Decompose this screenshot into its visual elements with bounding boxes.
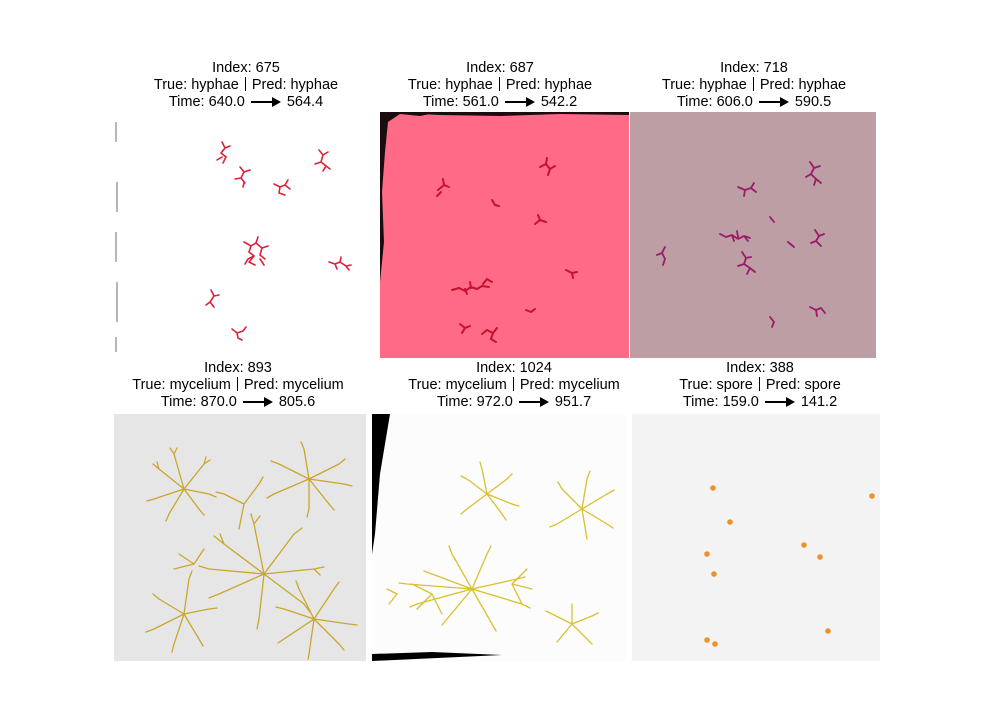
hyphae-micrograph [380, 112, 629, 358]
separator [498, 77, 500, 91]
spore [801, 542, 807, 548]
true-label: True: mycelium [408, 377, 507, 393]
colony-cluster [205, 141, 352, 341]
spore-dots [704, 485, 875, 647]
time-from: Time: 640.0 [168, 94, 245, 110]
hyphae-micrograph [630, 112, 876, 358]
spore [727, 519, 733, 525]
specimen-image [630, 112, 876, 358]
pred-label: Pred: spore [765, 377, 841, 393]
colony-cluster [145, 441, 358, 660]
index-label: Index: 718 [720, 60, 788, 76]
image-background [380, 112, 629, 358]
true-label: True: hyphae [661, 77, 747, 93]
specimen-image [632, 414, 880, 661]
image-background [114, 414, 366, 661]
image-background [632, 414, 880, 661]
arrow-right-icon [758, 97, 789, 107]
time-to: 590.5 [794, 94, 832, 110]
separator [244, 77, 246, 91]
panel-caption: Index: 718 True: hyphae Pred: hyphae Time… [624, 60, 884, 111]
spore [817, 554, 823, 560]
time-to: 564.4 [286, 94, 324, 110]
panel-caption: Index: 687 True: hyphae Pred: hyphae Time… [370, 60, 630, 111]
spore [825, 628, 831, 634]
arrow-right-icon [518, 397, 549, 407]
pred-label: Pred: hyphae [759, 77, 847, 93]
pred-label: Pred: mycelium [243, 377, 344, 393]
image-background [114, 112, 362, 358]
arrow-right-icon [764, 397, 795, 407]
spore [869, 493, 875, 499]
arrow-right-icon [504, 97, 535, 107]
spore [704, 551, 710, 557]
true-label: True: hyphae [153, 77, 239, 93]
time-from: Time: 159.0 [682, 394, 759, 410]
image-background [630, 112, 876, 358]
arrow-right-icon [250, 97, 281, 107]
panel-caption: Index: 1024 True: mycelium Pred: mycelium… [384, 360, 644, 411]
panel-caption: Index: 893 True: mycelium Pred: mycelium … [108, 360, 368, 411]
spore [712, 641, 718, 647]
index-label: Index: 687 [466, 60, 534, 76]
true-label: True: spore [679, 377, 753, 393]
pred-label: Pred: mycelium [519, 377, 620, 393]
spore [710, 485, 716, 491]
arrow-right-icon [242, 397, 273, 407]
time-to: 542.2 [540, 94, 578, 110]
time-to: 805.6 [278, 394, 316, 410]
separator [752, 77, 754, 91]
mycelium-micrograph [114, 414, 366, 661]
time-from: Time: 561.0 [422, 94, 499, 110]
index-label: Index: 1024 [476, 360, 552, 376]
specimen-image [114, 112, 362, 358]
colony-cluster [436, 157, 578, 343]
index-label: Index: 675 [212, 60, 280, 76]
colony-cluster [656, 161, 826, 328]
pred-label: Pred: hyphae [251, 77, 339, 93]
time-from: Time: 606.0 [676, 94, 753, 110]
index-label: Index: 388 [726, 360, 794, 376]
index-label: Index: 893 [204, 360, 272, 376]
separator [512, 377, 514, 391]
image-background [372, 414, 626, 661]
colony-cluster [386, 461, 615, 645]
spore [704, 637, 710, 643]
hyphae-micrograph [114, 112, 362, 358]
true-label: True: mycelium [132, 377, 231, 393]
specimen-image [380, 112, 629, 358]
true-label: True: hyphae [407, 77, 493, 93]
mycelium-micrograph [372, 414, 626, 661]
time-from: Time: 870.0 [160, 394, 237, 410]
panel-caption: Index: 675 True: hyphae Pred: hyphae Time… [116, 60, 376, 111]
time-to: 141.2 [800, 394, 838, 410]
spore [711, 571, 717, 577]
time-from: Time: 972.0 [436, 394, 513, 410]
pred-label: Pred: hyphae [505, 77, 593, 93]
separator [758, 377, 760, 391]
specimen-image [114, 414, 366, 661]
time-to: 951.7 [554, 394, 592, 410]
separator [236, 377, 238, 391]
specimen-image [372, 414, 626, 661]
spore-micrograph [632, 414, 880, 661]
panel-caption: Index: 388 True: spore Pred: spore Time: … [630, 360, 890, 411]
